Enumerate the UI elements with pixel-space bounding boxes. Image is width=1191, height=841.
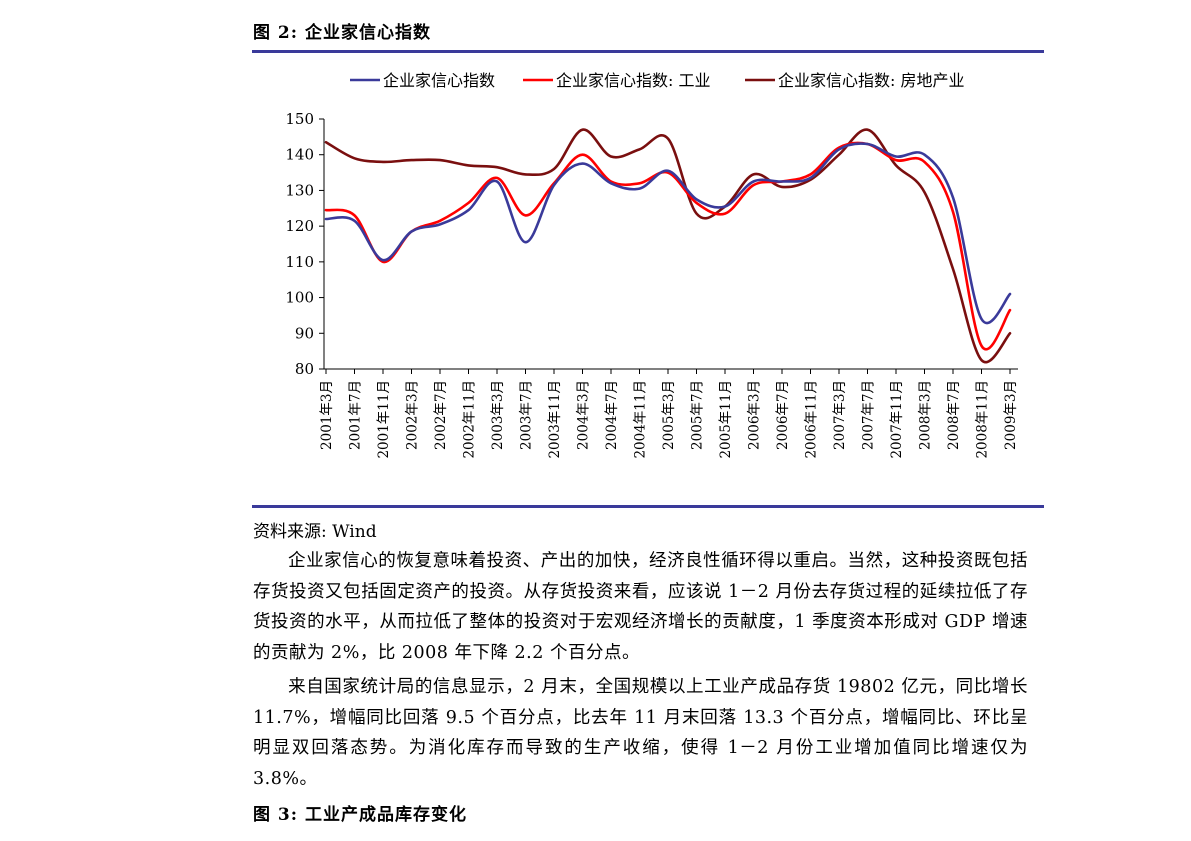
x-tick-label: 2002年3月 xyxy=(405,380,421,450)
y-tick-label: 100 xyxy=(285,289,314,307)
x-tick-label: 2005年7月 xyxy=(690,380,706,450)
y-tick-label: 90 xyxy=(295,324,314,342)
figure-2-title: 图 2: 企业家信心指数 xyxy=(253,23,431,43)
bottom-divider xyxy=(252,505,1044,508)
legend-label-0: 企业家信心指数 xyxy=(383,71,495,90)
x-tick-label: 2008年11月 xyxy=(975,380,991,459)
x-tick-label: 2001年3月 xyxy=(319,380,335,450)
x-tick-label: 2002年11月 xyxy=(462,380,478,459)
legend-label-1: 企业家信心指数: 工业 xyxy=(556,71,710,90)
x-tick-label: 2007年11月 xyxy=(889,380,905,459)
y-tick-label: 80 xyxy=(295,360,314,378)
x-tick-label: 2004年11月 xyxy=(633,380,649,459)
series-line-2 xyxy=(324,128,1012,364)
x-tick-label: 2006年7月 xyxy=(775,380,791,450)
figure-3-title: 图 3: 工业产成品库存变化 xyxy=(253,805,467,825)
y-tick-label: 110 xyxy=(285,253,314,271)
legend-label-2: 企业家信心指数: 房地产业 xyxy=(778,71,964,90)
x-tick-label: 2001年7月 xyxy=(348,380,364,450)
x-tick-label: 2007年3月 xyxy=(832,380,848,450)
y-axis: 80 90 100 110 120 130 140 150 xyxy=(285,110,325,378)
series-lines xyxy=(324,128,1012,364)
y-tick-label: 140 xyxy=(285,146,314,164)
x-tick-label: 2002年7月 xyxy=(433,380,449,450)
series-line-0 xyxy=(324,142,1012,325)
chart-legend: 企业家信心指数 企业家信心指数: 工业 企业家信心指数: 房地产业 xyxy=(350,71,964,90)
source-note: 资料来源: Wind xyxy=(253,522,377,542)
x-tick-label: 2005年3月 xyxy=(661,380,677,450)
x-tick-label: 2003年3月 xyxy=(490,380,506,450)
x-tick-label: 2006年11月 xyxy=(804,380,820,459)
top-divider xyxy=(252,50,1044,53)
confidence-index-chart: 企业家信心指数 企业家信心指数: 工业 企业家信心指数: 房地产业 80 90 100 1… xyxy=(285,71,1019,459)
x-tick-label: 2007年7月 xyxy=(861,380,877,450)
y-tick-label: 150 xyxy=(285,110,314,128)
x-tick-label: 2004年7月 xyxy=(604,380,620,450)
x-tick-label: 2005年11月 xyxy=(718,380,734,459)
y-tick-label: 130 xyxy=(285,181,314,199)
y-tick-label: 120 xyxy=(285,217,314,235)
x-tick-label: 2003年11月 xyxy=(547,380,563,459)
x-tick-label: 2004年3月 xyxy=(576,380,592,450)
x-tick-label: 2001年11月 xyxy=(376,380,392,459)
x-tick-label: 2008年7月 xyxy=(946,380,962,450)
x-tick-label: 2006年3月 xyxy=(747,380,763,450)
x-tick-label: 2009年3月 xyxy=(1003,380,1019,450)
body-paragraph-1: 企业家信心的恢复意味着投资、产出的加快，经济良性循环得以重启。当然，这种投资既包… xyxy=(253,546,1028,668)
x-tick-label: 2008年3月 xyxy=(918,380,934,450)
series-line-1 xyxy=(324,141,1012,351)
body-paragraph-2-text: 来自国家统计局的信息显示，2 月末，全国规模以上工业产成品存货 19802 亿元… xyxy=(253,677,1028,789)
body-paragraph-1-text: 企业家信心的恢复意味着投资、产出的加快，经济良性循环得以重启。当然，这种投资既包… xyxy=(253,551,1028,663)
x-axis: 2001年3月 2001年7月 2001年11月 2002年3月 2002年7月 2002… xyxy=(319,368,1019,459)
body-paragraph-2: 来自国家统计局的信息显示，2 月末，全国规模以上工业产成品存货 19802 亿元… xyxy=(253,672,1028,794)
x-tick-label: 2003年7月 xyxy=(519,380,535,450)
